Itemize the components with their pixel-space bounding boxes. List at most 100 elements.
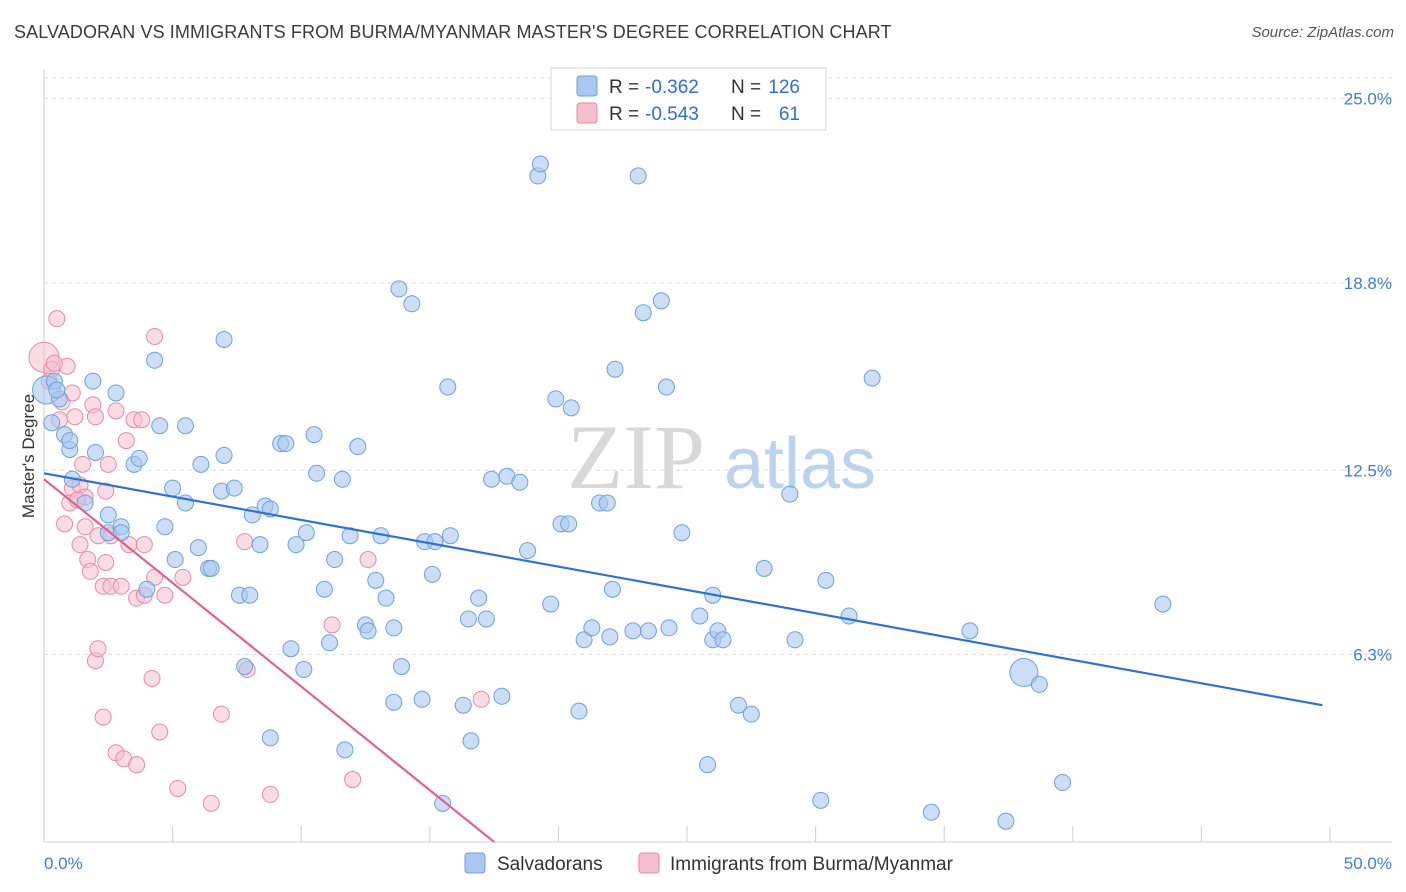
salvadoran-point-61	[377, 589, 395, 607]
burma-point-45	[156, 586, 174, 604]
salvadoran-point-65	[393, 658, 411, 676]
burma-point-50	[236, 533, 254, 551]
salvadoran-point-54	[336, 741, 354, 759]
salvadoran-point-117	[786, 631, 804, 649]
y-tick-label-1: 12.5%	[1344, 461, 1392, 480]
salvadoran-point-127	[1054, 774, 1072, 792]
salvadoran-point-118	[812, 791, 830, 809]
salvadoran-point-73	[441, 527, 459, 545]
burma-point-43	[146, 327, 164, 345]
burma-point-49	[212, 705, 230, 723]
grid-lines	[44, 77, 1392, 656]
salvadoran-point-62	[385, 619, 403, 637]
burma-point-54	[344, 771, 362, 789]
salvadoran-point-29	[202, 559, 220, 577]
salvadoran-point-72	[439, 378, 457, 396]
salvadoran-point-122	[922, 803, 940, 821]
salvadoran-point-63	[385, 693, 403, 711]
series-legend-label-salvadorans: Salvadorans	[497, 854, 603, 875]
burma-point-11	[71, 536, 89, 554]
salvadoran-point-108	[699, 756, 717, 774]
salvadoran-point-74	[454, 696, 472, 714]
salvadoran-point-105	[660, 619, 678, 637]
salvadoran-point-98	[606, 360, 624, 378]
salvadoran-point-100	[629, 167, 647, 185]
salvadoran-point-20	[151, 417, 169, 435]
salvadoran-point-48	[305, 426, 323, 444]
salvadoran-point-12	[99, 506, 117, 524]
salvadoran-point-101	[634, 304, 652, 322]
salvadoran-point-91	[570, 702, 588, 720]
burma-point-44	[151, 723, 169, 741]
salvadoran-point-36	[241, 586, 259, 604]
legend-n-label-pink: N =	[731, 104, 761, 125]
salvadoran-point-113	[729, 696, 747, 714]
burma-point-16	[81, 562, 99, 580]
salvadoran-point-56	[349, 438, 367, 456]
salvadoran-point-120	[840, 607, 858, 625]
salvadoran-point-87	[547, 390, 565, 408]
burma-points	[28, 310, 490, 812]
salvadoran-point-7	[61, 432, 79, 450]
y-tick-label-0: 6.3%	[1353, 646, 1392, 665]
salvadoran-point-51	[320, 634, 338, 652]
burma-point-21	[89, 640, 107, 658]
legend-n-label-blue: N =	[731, 77, 761, 98]
x-tick-label-min: 0.0%	[44, 854, 83, 873]
salvadoran-point-19	[146, 351, 164, 369]
burma-point-37	[128, 756, 146, 774]
burma-point-48	[202, 794, 220, 812]
burma-point-41	[143, 669, 161, 687]
legend-r-label-pink: R =	[609, 104, 639, 125]
source-note: Source: ZipAtlas.com	[1251, 24, 1394, 41]
burma-point-5	[56, 515, 74, 533]
burma-point-14	[76, 518, 94, 536]
watermark: ZIP atlas	[567, 406, 876, 508]
salvadoran-point-44	[282, 640, 300, 658]
salvadoran-point-125	[1009, 658, 1039, 688]
salvadoran-point-22	[164, 479, 182, 497]
salvadoran-point-104	[657, 378, 675, 396]
burma-point-9	[66, 408, 84, 426]
series-legend-swatch-salvadorans	[464, 852, 486, 874]
salvadoran-point-23	[166, 551, 184, 569]
salvadoran-point-46	[295, 661, 313, 679]
salvadoran-point-27	[192, 455, 210, 473]
salvadoran-point-10	[86, 443, 104, 461]
burma-point-24	[97, 482, 115, 500]
salvadoran-point-52	[326, 551, 344, 569]
y-tick-label-2: 18.8%	[1344, 274, 1392, 293]
salvadoran-point-18	[138, 580, 156, 598]
correlation-legend: R = -0.362 N = 126 R = -0.543 N = 61	[550, 67, 827, 131]
salvadoran-point-93	[583, 619, 601, 637]
salvadoran-point-97	[603, 580, 621, 598]
salvadoran-point-31	[215, 330, 233, 348]
salvadoran-point-59	[367, 571, 385, 589]
salvadoran-point-92	[575, 631, 593, 649]
legend-r-label-blue: R =	[609, 77, 639, 98]
salvadoran-point-83	[519, 542, 537, 560]
salvadoran-point-96	[601, 628, 619, 646]
salvadoran-point-86	[542, 595, 560, 613]
salvadoran-point-82	[511, 473, 529, 491]
salvadoran-point-71	[434, 794, 452, 812]
salvadoran-point-66	[403, 295, 421, 313]
salvadoran-point-41	[261, 729, 279, 747]
legend-n-value-pink: 61	[779, 104, 800, 125]
burma-point-59	[45, 354, 63, 372]
salvadoran-point-70	[426, 533, 444, 551]
salvadoran-point-90	[562, 399, 580, 417]
salvadoran-point-67	[413, 690, 431, 708]
salvadoran-point-47	[297, 524, 315, 542]
legend-r-value-pink: -0.543	[645, 104, 699, 125]
salvadoran-point-53	[333, 470, 351, 488]
trend-lines	[43, 472, 1323, 843]
burma-trend-line	[43, 478, 495, 843]
salvadoran-point-32	[215, 446, 233, 464]
salvadoran-point-95	[598, 494, 616, 512]
legend-swatch-pink	[576, 102, 598, 124]
salvadoran-point-75	[459, 610, 477, 628]
salvadoran-point-26	[189, 539, 207, 557]
salvadoran-point-15	[112, 524, 130, 542]
